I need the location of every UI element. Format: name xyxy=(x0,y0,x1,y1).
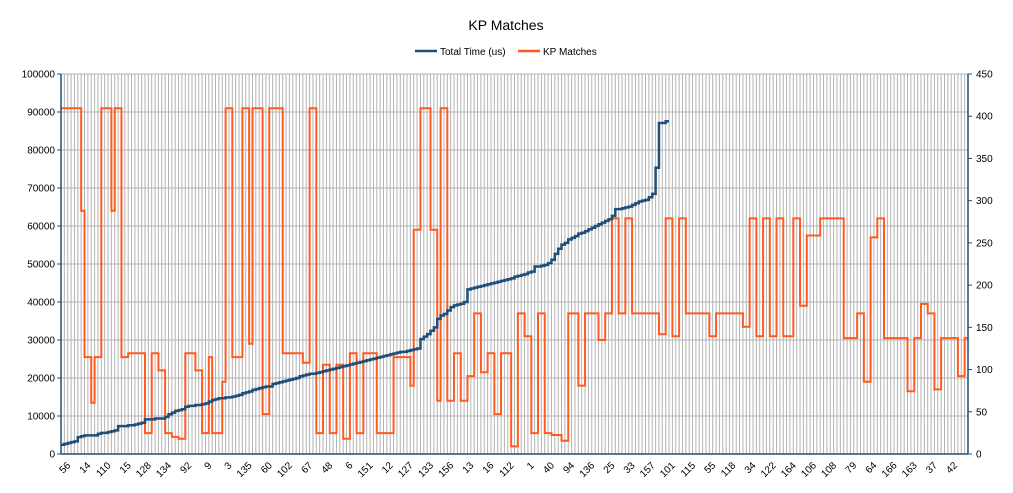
left-tick-label: 70000 xyxy=(27,184,55,195)
chart-title: KP Matches xyxy=(468,17,543,33)
series-line-total-time xyxy=(61,120,670,446)
left-tick-label: 10000 xyxy=(27,412,55,423)
left-tick-label: 90000 xyxy=(27,108,55,119)
x-tick-label: 134 xyxy=(154,460,174,480)
x-tick-label: 156 xyxy=(437,460,457,480)
x-tick-label: 101 xyxy=(658,460,678,480)
left-tick-label: 0 xyxy=(49,450,55,461)
x-tick-label: 136 xyxy=(578,460,598,480)
left-tick-label: 30000 xyxy=(27,336,55,347)
left-tick-label: 20000 xyxy=(27,374,55,385)
x-tick-label: 127 xyxy=(396,460,416,480)
right-tick-label: 50 xyxy=(976,407,988,418)
x-tick-label: 133 xyxy=(416,460,436,480)
x-tick-label: 13 xyxy=(461,460,477,476)
left-tick-label: 60000 xyxy=(27,222,55,233)
x-axis-ticks: 56 14 110 15 128 134 92 9 3 135 60 102 67 48 6 151 12 127… xyxy=(58,460,961,480)
x-tick-label: 135 xyxy=(235,460,255,480)
x-tick-label: 48 xyxy=(320,460,336,476)
right-tick-label: 300 xyxy=(976,196,993,207)
x-tick-label: 164 xyxy=(779,460,799,480)
x-tick-label: 118 xyxy=(719,460,738,479)
x-tick-label: 166 xyxy=(880,460,900,480)
x-tick-label: 94 xyxy=(561,460,577,476)
x-tick-label: 122 xyxy=(759,460,779,480)
x-tick-label: 37 xyxy=(924,460,940,476)
legend-label-total-time: Total Time (us) xyxy=(440,47,506,58)
x-tick-label: 15 xyxy=(118,460,134,476)
right-tick-label: 450 xyxy=(976,70,993,81)
grid xyxy=(60,73,969,455)
series-line-kp-matches xyxy=(61,107,968,448)
x-tick-label: 67 xyxy=(299,460,315,476)
right-tick-label: 100 xyxy=(976,365,993,376)
x-tick-label: 25 xyxy=(602,460,618,476)
right-tick-label: 250 xyxy=(976,238,993,249)
x-tick-label: 55 xyxy=(703,460,719,476)
left-tick-label: 40000 xyxy=(27,298,55,309)
x-tick-label: 108 xyxy=(820,460,840,480)
x-tick-label: 157 xyxy=(638,460,658,480)
x-tick-label: 33 xyxy=(622,460,638,476)
x-tick-label: 3 xyxy=(223,460,235,472)
x-tick-label: 112 xyxy=(498,460,517,479)
x-tick-label: 79 xyxy=(844,460,860,476)
x-tick-label: 102 xyxy=(275,460,295,480)
x-tick-label: 110 xyxy=(94,460,113,479)
right-axis-ticks: 0 50 100 150 200 250 300 350 400 450 xyxy=(968,70,993,461)
right-tick-label: 150 xyxy=(976,323,993,334)
x-tick-label: 9 xyxy=(203,460,215,472)
right-tick-label: 200 xyxy=(976,281,993,292)
x-tick-label: 128 xyxy=(134,460,154,480)
x-tick-label: 163 xyxy=(900,460,920,480)
x-tick-label: 12 xyxy=(380,460,396,476)
x-tick-label: 151 xyxy=(356,460,376,480)
x-tick-label: 60 xyxy=(259,460,275,476)
x-tick-label: 64 xyxy=(864,460,880,476)
left-axis-ticks: 0 10000 20000 30000 40000 50000 60000 70000 8000… xyxy=(22,70,61,461)
x-tick-label: 40 xyxy=(541,460,557,476)
x-tick-label: 115 xyxy=(679,460,698,479)
x-tick-label: 16 xyxy=(481,460,497,476)
right-tick-label: 0 xyxy=(976,450,982,461)
legend-label-kp-matches: KP Matches xyxy=(543,47,597,58)
x-tick-label: 14 xyxy=(78,460,94,476)
right-tick-label: 350 xyxy=(976,154,993,165)
x-tick-label: 1 xyxy=(525,460,537,472)
x-tick-label: 56 xyxy=(58,460,74,476)
x-tick-label: 92 xyxy=(178,460,194,476)
left-tick-label: 80000 xyxy=(27,146,55,157)
x-tick-label: 34 xyxy=(743,460,759,476)
left-tick-label: 50000 xyxy=(27,260,55,271)
left-tick-label: 100000 xyxy=(22,70,56,81)
x-tick-label: 6 xyxy=(344,460,356,472)
x-tick-label: 42 xyxy=(944,460,960,476)
x-tick-label: 106 xyxy=(799,460,819,480)
right-tick-label: 400 xyxy=(976,112,993,123)
legend: Total Time (us) KP Matches xyxy=(415,47,597,58)
